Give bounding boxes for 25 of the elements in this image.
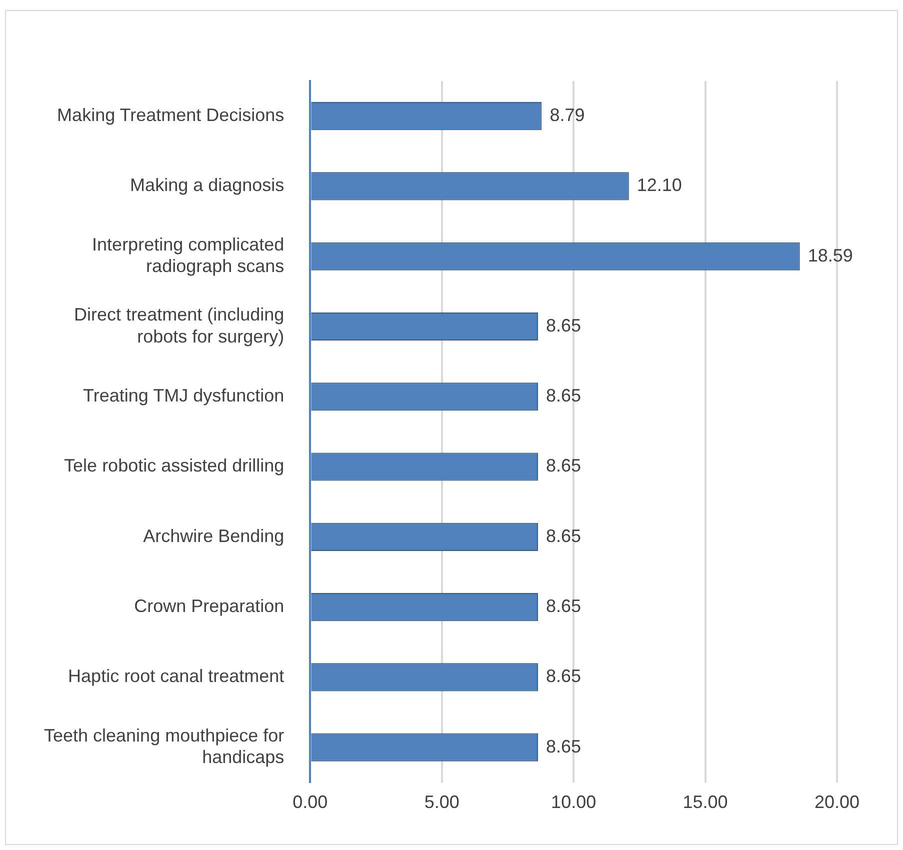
y-tick-label: Crown Preparation (134, 596, 284, 616)
data-label: 8.65 (546, 666, 582, 686)
data-label: 8.65 (546, 315, 582, 336)
y-tick-label: Interpreting complicated radiograph scans (92, 234, 284, 276)
x-tick-label: 15.00 (682, 792, 728, 812)
y-tick-label: Direct treatment (including robots for surgery) (74, 304, 284, 346)
x-tick-label: 0.00 (292, 792, 328, 812)
data-label: 18.59 (808, 245, 853, 266)
y-tick-label: Treating TMJ dysfunction (83, 386, 284, 406)
y-tick-label: Archwire Bending (143, 526, 284, 546)
data-label: 12.10 (636, 175, 682, 196)
x-tick-label: 20.00 (814, 792, 860, 812)
y-tick-label: Making Treatment Decisions (57, 105, 284, 126)
x-tick-label: 5.00 (424, 792, 460, 812)
data-label: 8.65 (546, 736, 582, 756)
data-label: 8.65 (546, 596, 582, 616)
data-label: 8.65 (546, 526, 582, 546)
x-tick-label: 10.00 (551, 792, 596, 812)
y-tick-label: Tele robotic assisted drilling (64, 456, 284, 476)
y-tick-label: Haptic root canal treatment (68, 666, 284, 686)
data-label: 8.65 (546, 386, 582, 406)
y-tick-label: Making a diagnosis (130, 175, 284, 196)
data-label: 8.79 (550, 105, 585, 126)
y-tick-label: Teeth cleaning mouthpiece for handicaps (44, 726, 284, 768)
data-label: 8.65 (546, 456, 582, 476)
